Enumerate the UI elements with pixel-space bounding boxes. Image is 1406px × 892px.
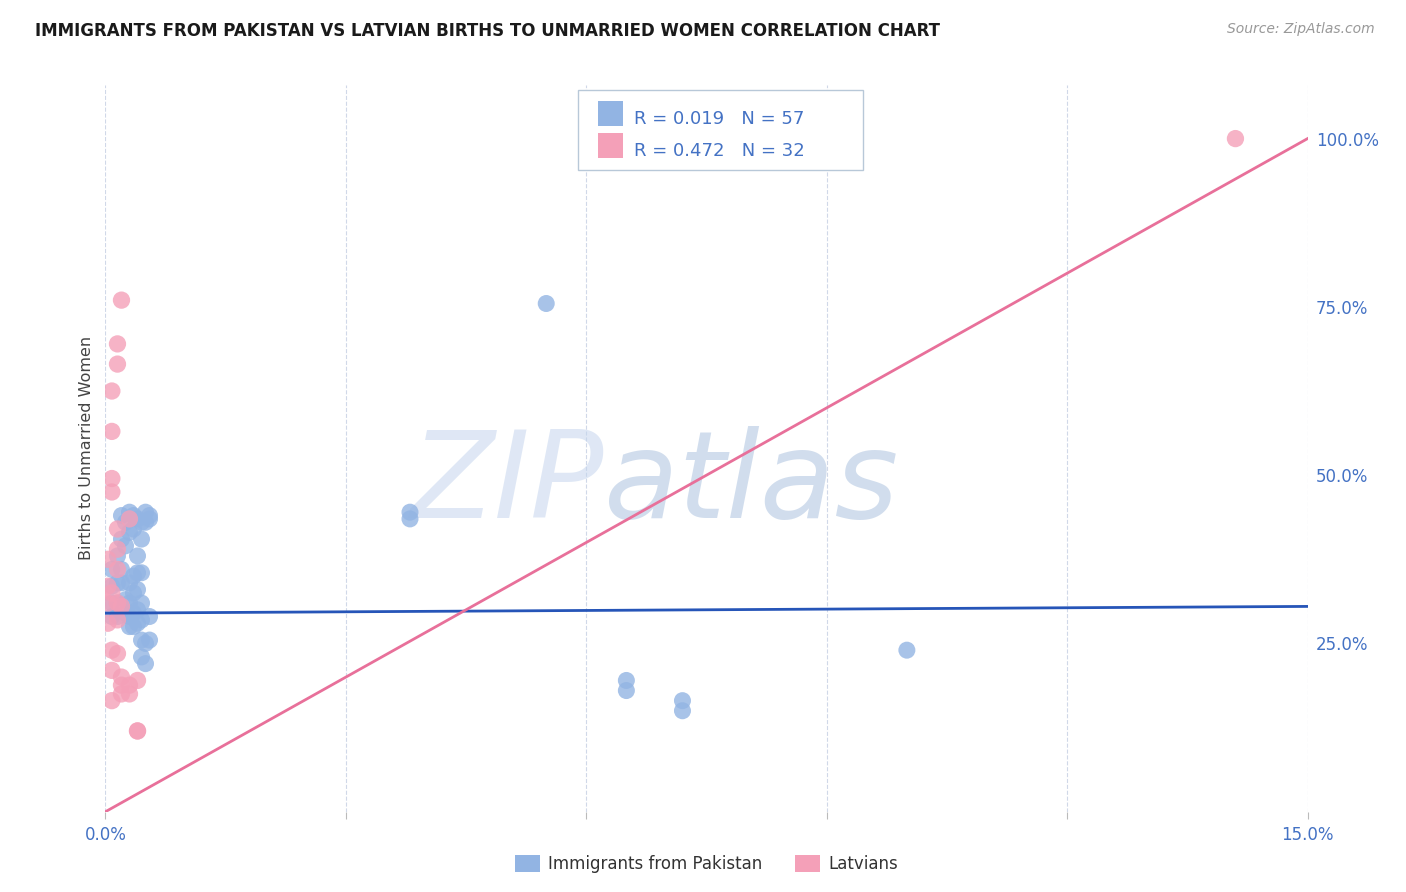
- Point: [107, 596, 129, 610]
- Point: [534, 296, 557, 310]
- Point: [127, 616, 149, 631]
- Point: [110, 599, 132, 614]
- Point: [107, 596, 129, 610]
- Point: [1225, 131, 1247, 145]
- Point: [110, 575, 132, 590]
- Point: [97, 552, 120, 566]
- Point: [97, 616, 120, 631]
- Point: [97, 579, 120, 593]
- Point: [131, 649, 153, 664]
- Point: [118, 678, 141, 692]
- Text: ZIP: ZIP: [411, 426, 605, 543]
- Point: [118, 512, 141, 526]
- Point: [101, 693, 124, 707]
- Text: Source: ZipAtlas.com: Source: ZipAtlas.com: [1227, 22, 1375, 37]
- Point: [138, 609, 160, 624]
- Point: [131, 516, 153, 530]
- Point: [114, 606, 136, 620]
- Point: [131, 613, 153, 627]
- Point: [131, 633, 153, 648]
- Text: R = 0.472   N = 32: R = 0.472 N = 32: [634, 142, 804, 160]
- Point: [114, 539, 136, 553]
- Point: [118, 619, 141, 633]
- Point: [107, 337, 129, 351]
- Point: [135, 657, 157, 671]
- Point: [114, 516, 136, 530]
- Point: [127, 723, 149, 738]
- Point: [138, 508, 160, 523]
- Point: [118, 505, 141, 519]
- Point: [399, 512, 422, 526]
- Point: [399, 505, 422, 519]
- Point: [127, 512, 149, 526]
- Legend: Immigrants from Pakistan, Latvians: Immigrants from Pakistan, Latvians: [508, 848, 905, 880]
- Point: [131, 596, 153, 610]
- Point: [127, 723, 149, 738]
- Point: [107, 575, 129, 590]
- Point: [122, 522, 145, 536]
- Text: atlas: atlas: [605, 426, 900, 543]
- Point: [135, 636, 157, 650]
- Point: [110, 562, 132, 576]
- Point: [107, 647, 129, 661]
- Point: [138, 512, 160, 526]
- Point: [127, 549, 149, 563]
- Text: R = 0.019   N = 57: R = 0.019 N = 57: [634, 110, 804, 128]
- Point: [127, 582, 149, 597]
- Point: [101, 579, 124, 593]
- Point: [114, 592, 136, 607]
- Point: [101, 425, 124, 439]
- Point: [118, 609, 141, 624]
- Point: [107, 522, 129, 536]
- Point: [107, 562, 129, 576]
- Point: [127, 603, 149, 617]
- Point: [135, 505, 157, 519]
- Point: [122, 606, 145, 620]
- Point: [616, 673, 638, 688]
- Point: [118, 525, 141, 540]
- Point: [110, 293, 132, 307]
- Point: [616, 683, 638, 698]
- Point: [671, 693, 693, 707]
- Point: [101, 562, 124, 576]
- Point: [101, 586, 124, 600]
- Point: [135, 516, 157, 530]
- Point: [122, 619, 145, 633]
- Point: [671, 704, 693, 718]
- Point: [101, 664, 124, 678]
- Point: [118, 596, 141, 610]
- Y-axis label: Births to Unmarried Women: Births to Unmarried Women: [79, 336, 94, 560]
- Text: IMMIGRANTS FROM PAKISTAN VS LATVIAN BIRTHS TO UNMARRIED WOMEN CORRELATION CHART: IMMIGRANTS FROM PAKISTAN VS LATVIAN BIRT…: [35, 22, 941, 40]
- Point: [101, 485, 124, 500]
- Point: [107, 613, 129, 627]
- Point: [110, 678, 132, 692]
- Point: [110, 687, 132, 701]
- Point: [110, 532, 132, 546]
- Point: [122, 508, 145, 523]
- Point: [122, 569, 145, 583]
- Point: [127, 673, 149, 688]
- Point: [110, 670, 132, 684]
- Point: [97, 596, 120, 610]
- Point: [127, 566, 149, 580]
- Point: [107, 609, 129, 624]
- Point: [101, 471, 124, 485]
- Point: [101, 384, 124, 398]
- Point: [107, 357, 129, 371]
- Point: [118, 575, 141, 590]
- Point: [896, 643, 918, 657]
- Point: [101, 596, 124, 610]
- Point: [107, 542, 129, 557]
- Point: [101, 609, 124, 624]
- Point: [107, 549, 129, 563]
- Point: [138, 633, 160, 648]
- Point: [131, 566, 153, 580]
- Point: [101, 643, 124, 657]
- Point: [118, 687, 141, 701]
- Point: [110, 508, 132, 523]
- Point: [122, 586, 145, 600]
- Point: [131, 532, 153, 546]
